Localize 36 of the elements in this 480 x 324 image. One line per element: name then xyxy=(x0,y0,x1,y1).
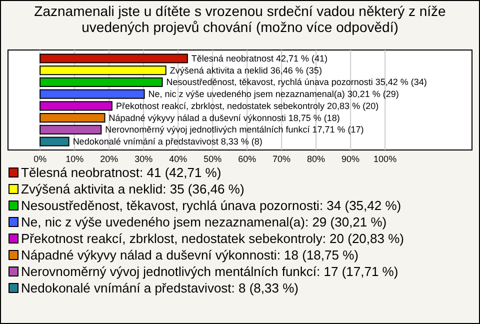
text: Nápadné výkyvy nálad a duševní výkonnosti: 18 (18,75 %) xyxy=(21,248,358,262)
text: Nesoustředěnost, těkavost, rychlá únava pozornosti: 34 (35,42 %) xyxy=(21,198,402,213)
bar xyxy=(40,77,163,87)
category-label: Ne, nic z výše uvedeného jsem nezaznamenal(a) 30,21 % (29) xyxy=(148,89,399,100)
bar xyxy=(40,89,145,99)
x-tick-label: 20% xyxy=(100,154,118,164)
x-tick-label: 70% xyxy=(272,154,291,164)
x-tick-label: 40% xyxy=(169,154,188,164)
text: Tělesná neobratnost: 41 (42,71 %) xyxy=(21,165,222,180)
category-label: Nedokonalé vnímání a představivost 8,33 % (8) xyxy=(72,136,262,147)
category-label: Tělesná neobratnost 42,71 % (41) xyxy=(191,53,328,64)
x-tick-label: 90% xyxy=(342,154,360,164)
x-tick-label: 10% xyxy=(66,154,84,164)
x-tick-label: 60% xyxy=(238,154,256,164)
text: Ne, nic z výše uvedeného jsem nezaznamenal(a): 29 (30,21 %) xyxy=(21,214,387,230)
category-label: Nesoustředěnost, těkavost, rychlá únava pozornosti 35,42 % (34) xyxy=(166,77,427,88)
bar xyxy=(40,101,112,111)
text: Nerovnoměrný vývoj jednotlivých mentálních funkcí: 17 (17,71 %) xyxy=(21,264,398,279)
x-tick-label: 50% xyxy=(204,154,222,164)
x-tick-label: 30% xyxy=(134,154,153,164)
bar xyxy=(40,136,70,146)
bar xyxy=(40,54,188,64)
category-label: Překotnost reakcí, zbrklost, nedostatek sebekontroly 20,83 % (20) xyxy=(116,100,379,111)
x-tick-label: 0% xyxy=(34,154,47,164)
bar xyxy=(40,124,102,134)
category-label: Zvýšená aktivita a neklid 36,46 % (35) xyxy=(170,65,322,76)
category-label: Nerovnoměrný vývoj jednotlivých mentálních funkcí 17,71 % (17) xyxy=(105,124,364,135)
category-label: Nápadné výkyvy nálad a duševní výkonnosti 18,75 % (18) xyxy=(108,112,340,123)
text: Nedokonalé vnímání a představivost: 8 (8,33 %) xyxy=(21,280,298,296)
x-tick-label: 100% xyxy=(374,154,397,164)
text: Zvýšená aktivita a neklid: 35 (36,46 %) xyxy=(21,182,244,196)
bar xyxy=(40,66,166,76)
bar xyxy=(40,113,106,123)
text: Překotnost reakcí, zbrklost, nedostatek sebekontroly: 20 (20,83 %) xyxy=(21,231,404,246)
chart-title: Zaznamenali jste u dítěte s vrozenou srdeční vadou některý z níže uvedených projevů chování (možno více odpovědí) xyxy=(34,3,446,35)
x-tick-label: 80% xyxy=(307,154,326,164)
